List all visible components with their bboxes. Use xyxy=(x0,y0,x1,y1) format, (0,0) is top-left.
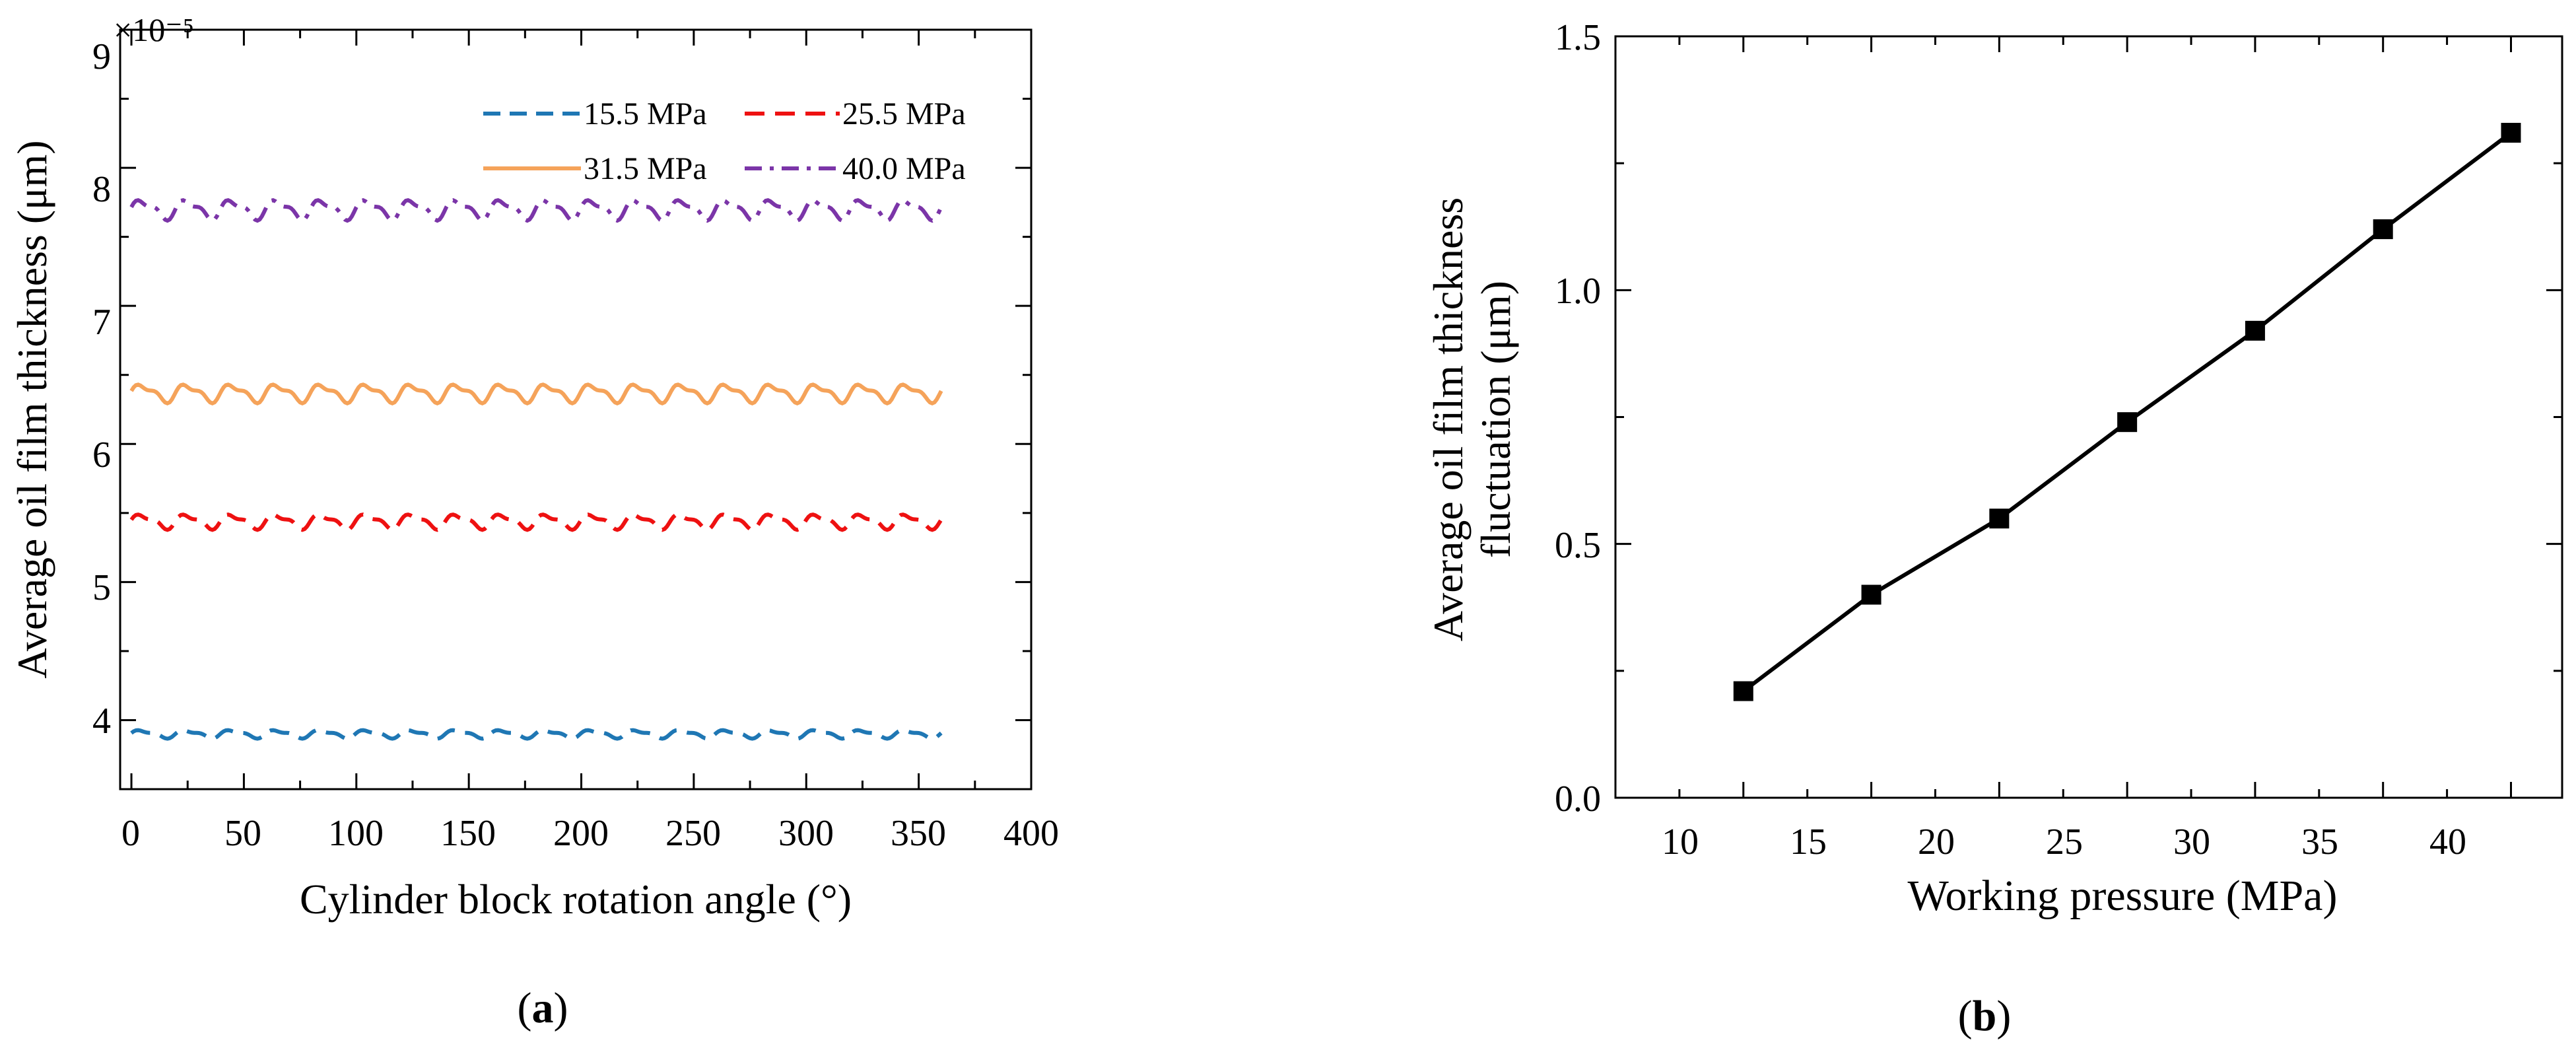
legend-label-25-5-mpa: 25.5 MPa xyxy=(842,96,966,131)
legend-label-31-5-mpa: 31.5 MPa xyxy=(584,151,707,186)
legend-label-40-0-mpa: 40.0 MPa xyxy=(842,151,966,186)
panel-b-xtick-label: 25 xyxy=(2046,822,2083,862)
panel-a-xtick-label: 300 xyxy=(778,813,834,854)
panel-b-y-axis-label-line1: Average oil film thickness xyxy=(1425,197,1472,641)
panel-a-xtick-label: 0 xyxy=(121,813,140,854)
panel-b-ytick-label: 1.5 xyxy=(1555,17,1601,58)
panel-a-series-line-25-5-mpa xyxy=(129,512,943,532)
panel-a-ytick-label: 9 xyxy=(92,36,111,77)
panel-b-ytick-label: 1.0 xyxy=(1555,271,1601,312)
panel-a: 0 50 100 150 200 250 300 350 400 4 5 6 7… xyxy=(9,11,1059,1032)
legend-item-40-0-mpa: 40.0 MPa xyxy=(745,151,966,186)
panel-a-ytick-label: 8 xyxy=(92,169,111,210)
panel-a-series-line-40-0-mpa xyxy=(129,198,943,223)
panel-b-series xyxy=(1733,123,2521,701)
panel-b-tick-labels: 10 15 20 25 30 35 40 0.0 0.5 1.0 1.5 xyxy=(1555,17,2466,862)
panel-b-series-line xyxy=(1742,131,2513,693)
panel-a-xtick-label: 250 xyxy=(665,813,721,854)
panel-a-y-multiplier: ×10⁻⁵ xyxy=(114,11,194,48)
panel-b-xtick-label: 30 xyxy=(2173,822,2210,862)
panel-a-ticks xyxy=(120,28,1033,790)
panel-b-xtick-label: 10 xyxy=(1662,822,1699,862)
panel-b-xtick-label: 15 xyxy=(1790,822,1827,862)
panel-b-data-point xyxy=(1861,584,1881,605)
panel-a-xtick-label: 350 xyxy=(891,813,946,854)
panel-b-caption-letter: b xyxy=(1973,992,1997,1040)
legend-item-25-5-mpa: 25.5 MPa xyxy=(745,96,966,131)
panel-b-plot-frame xyxy=(1614,35,2563,799)
panel-b-data-point xyxy=(1733,681,1753,701)
panel-b-data-point xyxy=(1989,508,2010,529)
panel-b-data-point xyxy=(2501,123,2521,143)
panel-b: 10 15 20 25 30 35 40 0.0 0.5 1.0 1.5 Wor… xyxy=(1425,17,2563,1040)
panel-b-data-point xyxy=(2245,320,2265,341)
panel-a-x-axis-label: Cylinder block rotation angle (°) xyxy=(300,876,852,923)
panel-a-y-axis-label: Average oil film thickness (μm) xyxy=(9,140,55,678)
panel-a-caption: (a) xyxy=(518,984,568,1032)
panel-a-ytick-label: 5 xyxy=(92,567,111,608)
panel-a-xtick-label: 200 xyxy=(553,813,609,854)
panel-b-ticks xyxy=(1615,35,2562,799)
legend-label-15-5-mpa: 15.5 MPa xyxy=(584,96,707,131)
panel-a-ytick-label: 4 xyxy=(92,701,111,742)
panel-b-data-point xyxy=(2373,219,2393,240)
panel-b-xtick-label: 40 xyxy=(2429,822,2466,862)
panel-a-xtick-label: 100 xyxy=(328,813,384,854)
panel-a-xtick-label: 400 xyxy=(1003,813,1059,854)
panel-b-xtick-label: 35 xyxy=(2301,822,2338,862)
panel-a-xtick-label: 50 xyxy=(224,813,261,854)
panel-b-x-axis-label: Working pressure (MPa) xyxy=(1908,872,2338,920)
panel-a-legend: 15.5 MPa 25.5 MPa 31.5 MPa 40.0 MPa xyxy=(483,96,966,186)
panel-a-xtick-label: 150 xyxy=(440,813,496,854)
panel-a-plot-frame xyxy=(119,28,1033,790)
panel-a-series-line-31-5-mpa xyxy=(129,382,943,405)
legend-item-15-5-mpa: 15.5 MPa xyxy=(483,96,707,131)
panel-b-ytick-label: 0.5 xyxy=(1555,525,1601,566)
panel-a-caption-letter: a xyxy=(532,984,554,1032)
panel-b-ytick-label: 0.0 xyxy=(1555,779,1601,820)
panel-a-series-line-15-5-mpa xyxy=(130,728,943,741)
panel-a-series xyxy=(129,198,943,741)
legend-item-31-5-mpa: 31.5 MPa xyxy=(483,151,707,186)
panel-a-tick-labels: 0 50 100 150 200 250 300 350 400 4 5 6 7… xyxy=(92,36,1059,854)
panel-b-caption: (b) xyxy=(1958,992,2012,1040)
panel-a-ytick-label: 7 xyxy=(92,302,111,343)
panel-b-xtick-label: 20 xyxy=(1918,822,1955,862)
panel-b-data-point xyxy=(2117,412,2138,433)
panel-a-ytick-label: 6 xyxy=(92,435,111,475)
panel-b-y-axis-label-line2: fluctuation (μm) xyxy=(1472,281,1519,558)
